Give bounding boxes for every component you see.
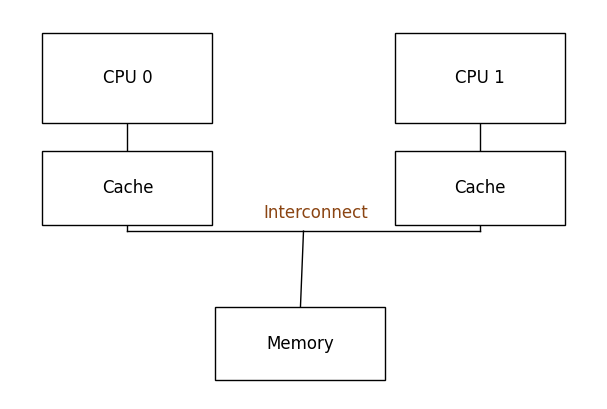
FancyBboxPatch shape [215,307,385,380]
FancyBboxPatch shape [42,33,212,123]
FancyBboxPatch shape [42,151,212,225]
Text: Cache: Cache [454,179,505,197]
Text: CPU 0: CPU 0 [103,69,152,87]
Text: Memory: Memory [266,335,334,353]
FancyBboxPatch shape [395,151,565,225]
Text: Cache: Cache [102,179,153,197]
FancyBboxPatch shape [395,33,565,123]
Text: Interconnect: Interconnect [263,204,368,222]
Text: CPU 1: CPU 1 [455,69,504,87]
